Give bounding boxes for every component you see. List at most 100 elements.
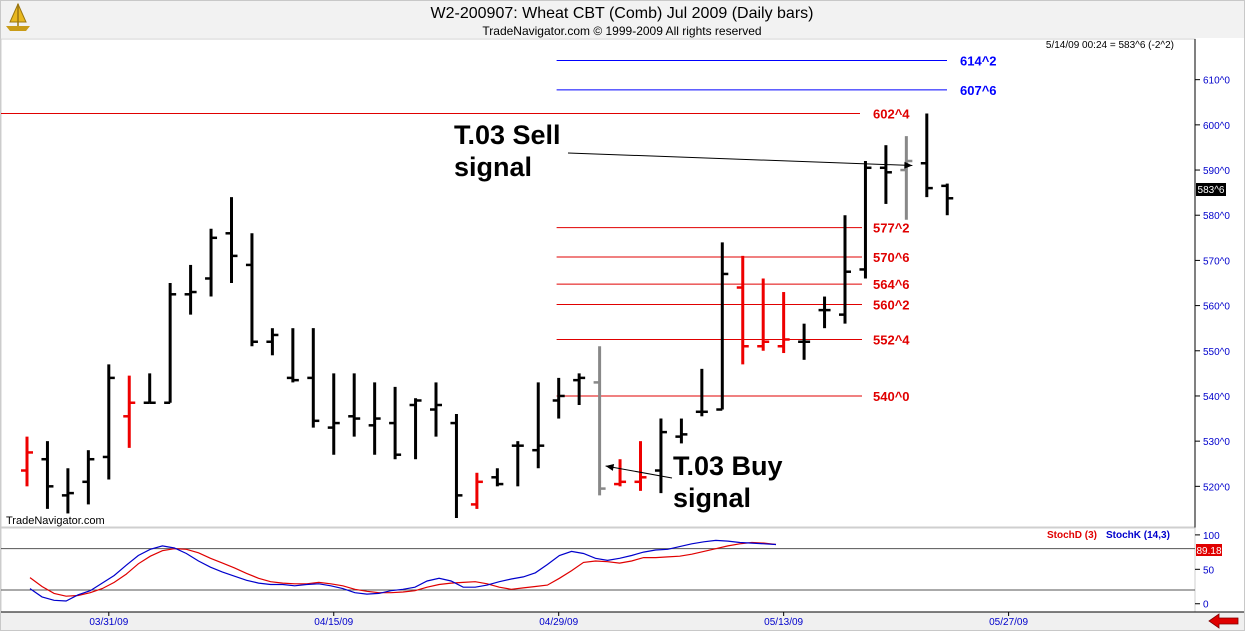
ohlc-bar — [573, 373, 586, 405]
stoch-last-badge: 89.18 — [1196, 544, 1222, 557]
ohlc-bar — [716, 242, 729, 411]
ohlc-bar — [511, 441, 524, 487]
last-price-badge: 583^6 — [1196, 183, 1226, 196]
stochastic-lines — [1, 539, 1195, 602]
ohlc-bar — [184, 264, 197, 315]
level-label-8: 540^0 — [873, 389, 910, 404]
ohlc-bar — [941, 183, 954, 216]
price-tick-label: 530^0 — [1203, 437, 1230, 448]
ohlc-bar — [757, 278, 770, 351]
level-label-1: 607^6 — [960, 83, 997, 98]
signal-text-0-1: signal — [454, 152, 532, 182]
ohlc-bar — [245, 233, 258, 347]
signal-arrow-0 — [567, 152, 913, 167]
signal-arrowhead-1 — [605, 463, 615, 471]
ohlc-bar — [614, 459, 627, 487]
date-tick-label: 05/27/09 — [989, 617, 1028, 628]
price-tick-label: 520^0 — [1203, 482, 1230, 493]
ohlc-bar — [859, 161, 872, 279]
stoch-tick-label: 100 — [1203, 531, 1220, 542]
price-tick-label: 550^0 — [1203, 347, 1230, 358]
ohlc-bar — [327, 373, 340, 455]
status-readout: 5/14/09 00:24 = 583^6 (-2^2) — [1046, 40, 1174, 51]
trade-navigator-logo-icon — [6, 2, 30, 31]
ohlc-bar — [634, 441, 647, 491]
ohlc-bar — [225, 197, 238, 283]
title-bar — [0, 0, 1245, 38]
copyright-text: TradeNavigator.com © 1999-2009 All right… — [482, 24, 761, 38]
ohlc-bar — [777, 292, 790, 354]
stoch-series-line — [29, 539, 777, 602]
level-label-7: 552^4 — [873, 332, 910, 347]
signal-arrowhead-0 — [904, 161, 913, 169]
level-label-2: 602^4 — [873, 107, 910, 122]
ohlc-bar — [286, 328, 299, 383]
price-tick-label: 590^0 — [1203, 166, 1230, 177]
date-tick-label: 04/29/09 — [539, 617, 578, 628]
level-label-3: 577^2 — [873, 221, 910, 236]
watermark: TradeNavigator.com — [6, 515, 105, 527]
ohlc-bar — [736, 255, 749, 365]
ohlc-bar — [532, 382, 545, 469]
ohlc-bar — [839, 215, 851, 324]
date-ticks: 03/31/09 04/15/09 04/29/09 05/13/09 05/27/09 — [89, 612, 1028, 628]
date-tick-label: 05/13/09 — [764, 617, 803, 628]
ohlc-bar — [695, 368, 708, 417]
legend-stochd: StochD (3) — [1047, 530, 1097, 541]
svg-text:89.18: 89.18 — [1196, 546, 1221, 557]
price-bars — [21, 113, 954, 518]
ohlc-bar — [552, 377, 565, 419]
ohlc-bar — [164, 283, 177, 404]
level-lines: 614^2 607^6 602^4 577^2 570^6 564^6 560^2 552^4… — [1, 53, 997, 404]
ohlc-bar — [307, 328, 320, 428]
stoch-series-line — [29, 541, 777, 597]
ohlc-bar — [798, 323, 811, 360]
price-tick-label: 580^0 — [1203, 211, 1230, 222]
stoch-tick-label: 50 — [1203, 565, 1215, 576]
date-tick-label: 04/15/09 — [314, 617, 353, 628]
ohlc-bar — [654, 418, 667, 494]
price-tick-label: 610^0 — [1203, 76, 1230, 87]
price-tick-label: 600^0 — [1203, 121, 1230, 132]
ohlc-bar — [82, 450, 95, 505]
price-ticks: 520^0 530^0 540^0 550^0 560^0 570^0 580^0 590^0… — [1195, 76, 1230, 493]
price-axis — [1195, 39, 1244, 527]
ohlc-bar — [675, 418, 688, 444]
signal-text-0-0: T.03 Sell — [454, 120, 561, 150]
price-tick-label: 560^0 — [1203, 302, 1230, 313]
red-left-arrow-icon[interactable] — [1208, 613, 1239, 629]
ohlc-bar — [818, 296, 831, 329]
stoch-tick-label: 0 — [1203, 600, 1209, 611]
chart-title: W2-200907: Wheat CBT (Comb) Jul 2009 (Da… — [431, 5, 814, 22]
ohlc-bar — [470, 472, 483, 509]
ohlc-bar — [900, 136, 913, 220]
ohlc-bar — [879, 145, 892, 204]
ohlc-bar — [368, 382, 381, 455]
level-label-0: 614^2 — [960, 53, 997, 68]
legend-stochk: StochK (14,3) — [1106, 530, 1170, 541]
ohlc-bar — [920, 113, 933, 198]
ohlc-bar — [409, 398, 422, 460]
ohlc-bar — [266, 328, 279, 356]
level-label-6: 560^2 — [873, 297, 910, 312]
date-axis — [1, 612, 1244, 630]
date-tick-label: 03/31/09 — [89, 617, 128, 628]
stochastic-ticks: 0 50 100 — [1195, 531, 1220, 611]
ohlc-bar — [593, 346, 606, 496]
signal-text-1-0: T.03 Buy — [673, 451, 783, 481]
ohlc-bar — [389, 386, 402, 460]
ohlc-bar — [450, 414, 463, 518]
svg-text:583^6: 583^6 — [1198, 185, 1225, 196]
price-tick-label: 570^0 — [1203, 256, 1230, 267]
signal-text-1-1: signal — [673, 483, 751, 513]
ohlc-bar — [348, 373, 361, 437]
price-tick-label: 540^0 — [1203, 392, 1230, 403]
signal-arrow-1 — [605, 465, 673, 479]
ohlc-bar — [61, 468, 74, 514]
ohlc-bar — [205, 228, 218, 297]
level-label-4: 570^6 — [873, 250, 910, 265]
ohlc-bar — [21, 436, 33, 487]
ohlc-bar — [123, 375, 136, 448]
ohlc-bar — [491, 468, 504, 487]
